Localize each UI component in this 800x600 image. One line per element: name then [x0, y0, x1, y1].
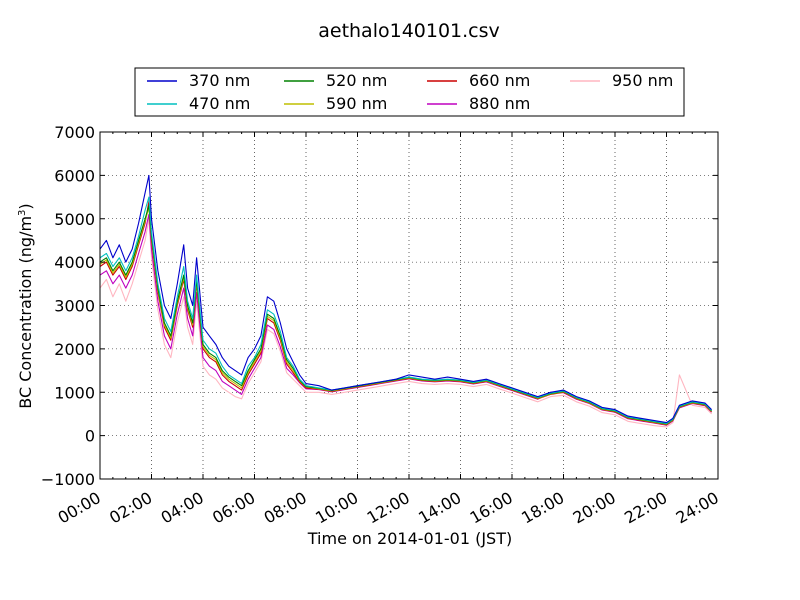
x-tick-label: 16:00	[467, 488, 516, 528]
x-tick-label: 10:00	[312, 488, 361, 528]
y-tick-label: 3000	[54, 297, 95, 316]
legend-label: 590 nm	[326, 94, 387, 113]
x-axis-label: Time on 2014-01-01 (JST)	[307, 529, 512, 548]
y-tick-label: 4000	[54, 253, 95, 272]
series-line-950-nm	[99, 218, 712, 428]
legend-label: 370 nm	[189, 71, 250, 90]
legend-label: 950 nm	[612, 71, 673, 90]
x-axis: 00:00 02:00 04:00 06:00 08:00 10:00 12:00 14:00…	[55, 132, 722, 528]
legend-frame	[134, 67, 685, 117]
series-line-370-nm	[99, 174, 712, 424]
chart-title: aethalo140101.csv	[318, 20, 500, 42]
legend: 370 nm 470 nm 520 nm 590 nm 660 nm 880 nm 950 …	[134, 67, 685, 117]
series-lines	[99, 174, 712, 428]
series-line-470-nm	[99, 196, 712, 425]
legend-label: 470 nm	[189, 94, 250, 113]
x-tick-label: 18:00	[518, 488, 567, 528]
x-tick-label: 12:00	[364, 488, 413, 528]
x-tick-label: 02:00	[106, 488, 155, 528]
y-tick-label: 5000	[54, 210, 95, 229]
legend-label: 660 nm	[469, 71, 530, 90]
x-tick-label: 04:00	[158, 488, 207, 528]
legend-label: 520 nm	[326, 71, 387, 90]
y-tick-label: 6000	[54, 166, 95, 185]
x-tick-label: 06:00	[209, 488, 258, 528]
grid-lines	[100, 132, 718, 479]
y-axis: −1000 0 1000 2000 3000 4000 5000 6000 7000	[41, 123, 718, 489]
x-tick-label: 00:00	[55, 488, 104, 528]
x-tick-label: 14:00	[415, 488, 464, 528]
y-tick-label: 0	[85, 427, 95, 446]
y-tick-label: 7000	[54, 123, 95, 142]
y-tick-label: 1000	[54, 383, 95, 402]
x-tick-label: 20:00	[570, 488, 619, 528]
y-tick-label: 2000	[54, 340, 95, 359]
y-tick-label: −1000	[41, 470, 95, 489]
x-tick-label: 24:00	[673, 488, 722, 528]
y-axis-label: BC Concentration (ng/m3)	[16, 203, 35, 408]
x-tick-label: 22:00	[621, 488, 670, 528]
legend-label: 880 nm	[469, 94, 530, 113]
series-line-660-nm	[99, 200, 712, 426]
x-tick-label: 08:00	[261, 488, 310, 528]
